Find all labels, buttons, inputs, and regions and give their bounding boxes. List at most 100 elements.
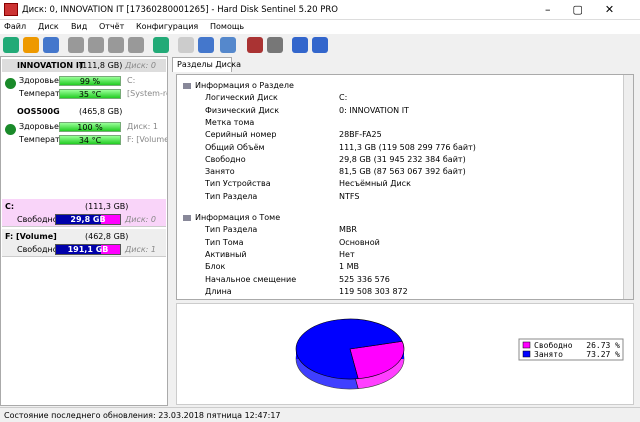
info-label: Тип Раздела	[205, 191, 258, 201]
info-label: Общий Объём	[205, 142, 265, 152]
status-icon	[5, 78, 16, 89]
free-bar	[55, 214, 121, 225]
info-value: 0: INNOVATION IT	[339, 105, 409, 115]
disk-name: OOS500G	[17, 107, 60, 116]
scrollbar[interactable]	[623, 75, 633, 299]
info-value: 119 508 303 872	[339, 286, 408, 296]
title-bar: Диск: 0, INNOVATION IT [17360280001265] …	[0, 0, 640, 20]
free-label: Свободно	[17, 245, 58, 254]
toolbar-button[interactable]	[68, 37, 84, 53]
row-extra: F: [Volume]	[127, 135, 167, 144]
info-label: Активный	[205, 249, 247, 259]
toolbar	[0, 34, 640, 56]
toolbar-button[interactable]	[292, 37, 308, 53]
info-value: MBR	[339, 225, 357, 235]
menu-item[interactable]: Помощь	[210, 22, 245, 31]
menu-item[interactable]: Отчёт	[99, 22, 125, 31]
partition-disk: Диск: 0	[125, 215, 157, 224]
free-value: 191,1 GB	[67, 245, 109, 254]
toolbar-button[interactable]	[108, 37, 124, 53]
menu-bar: Файл Диск Вид Отчёт Конфигурация Помощь	[0, 20, 640, 34]
info-value: 1 MB	[339, 262, 360, 272]
row-bar	[59, 122, 121, 132]
toolbar-button[interactable]	[128, 37, 144, 53]
section-icon	[183, 83, 191, 89]
section-header: Информация о Разделе	[195, 81, 294, 90]
info-label: Метка тома	[205, 117, 255, 127]
toolbar-button[interactable]	[220, 37, 236, 53]
toolbar-button[interactable]	[247, 37, 263, 53]
partition-name: C:	[5, 202, 15, 211]
window-title: Диск: 0, INNOVATION IT [17360280001265] …	[22, 5, 338, 15]
menu-item[interactable]: Вид	[71, 22, 88, 31]
info-value: 29,8 GB (31 945 232 384 байт)	[339, 154, 466, 164]
disk-size: (465,8 GB)	[79, 107, 123, 116]
row-label: Температура:	[19, 89, 78, 98]
partition-name: F: [Volume]	[5, 232, 57, 241]
disk-header	[2, 105, 166, 118]
legend-swatch	[522, 341, 531, 349]
info-label: Тип Устройства	[205, 179, 271, 189]
toolbar-button[interactable]	[88, 37, 104, 53]
disk-size: (111,8 GB)	[79, 61, 123, 70]
info-label: Блок	[205, 262, 226, 272]
free-value: 29,8 GB	[70, 215, 106, 224]
toolbar-button[interactable]	[198, 37, 214, 53]
info-value: 28BF-FA25	[339, 130, 382, 140]
pie-panel: Свободно 26.73 % Занято 73.27 %	[176, 303, 634, 405]
row-extra: [System-rese	[127, 89, 167, 98]
info-label: Тип Раздела	[205, 225, 258, 235]
toolbar-button[interactable]	[267, 37, 283, 53]
partition-size: (462,8 GB)	[85, 232, 129, 241]
pie-slice	[349, 340, 405, 379]
toolbar-button[interactable]	[178, 37, 194, 53]
disk-header	[2, 59, 166, 72]
info-value: NTFS	[339, 191, 360, 201]
info-value: 81,5 GB (87 563 067 392 байт)	[339, 167, 466, 177]
toolbar-button[interactable]	[23, 37, 39, 53]
toolbar-button[interactable]	[153, 37, 169, 53]
info-value: Несъёмный Диск	[339, 179, 411, 189]
section-icon	[183, 215, 191, 221]
legend-label: Свободно	[534, 340, 573, 350]
row-extra: C:	[127, 76, 136, 85]
row-value: 99 %	[79, 77, 101, 86]
row-value: 35 °C	[78, 90, 102, 99]
pie-slice	[295, 318, 403, 380]
info-value: Основной	[339, 237, 380, 247]
free-bar	[55, 244, 121, 255]
info-label: Физический Диск	[205, 105, 280, 115]
disk-name: INNOVATION IT	[17, 61, 85, 70]
row-label: Здоровье:	[19, 122, 62, 131]
app-icon	[4, 3, 18, 16]
menu-item[interactable]: Файл	[4, 22, 27, 31]
legend-label: Занято	[534, 350, 563, 359]
info-label: Тип Тома	[205, 237, 244, 247]
section-header: Информация о Томе	[195, 213, 281, 222]
info-label: Логический Диск	[205, 93, 278, 103]
tab[interactable]: Разделы Диска	[172, 57, 241, 72]
info-label: Серийный номер	[205, 130, 277, 140]
info-label: Занято	[205, 167, 235, 177]
partition-size: (111,3 GB)	[85, 202, 129, 211]
info-value: Нет	[339, 249, 355, 259]
toolbar-button[interactable]	[312, 37, 328, 53]
toolbar-button[interactable]	[3, 37, 19, 53]
toolbar-button[interactable]	[43, 37, 59, 53]
menu-item[interactable]: Диск	[38, 22, 59, 31]
left-panel: INNOVATION IT (111,8 GB) Диск: 0 Здоровье: 9…	[0, 56, 168, 406]
legend-value: 73.27 %	[586, 350, 620, 359]
row-extra: Диск: 1	[127, 122, 159, 131]
window-controls[interactable]: –▢✕	[545, 3, 637, 16]
info-label: Начальное смещение	[205, 274, 297, 284]
row-bar	[59, 135, 121, 145]
row-label: Температура:	[19, 135, 78, 144]
info-label: Длина	[205, 286, 232, 296]
menu-item[interactable]: Конфигурация	[136, 22, 199, 31]
info-label: Свободно	[205, 154, 246, 164]
free-label: Свободно	[17, 215, 58, 224]
row-bar	[59, 76, 121, 86]
disk-number: Диск: 0	[125, 61, 157, 70]
row-label: Здоровье:	[19, 76, 62, 85]
